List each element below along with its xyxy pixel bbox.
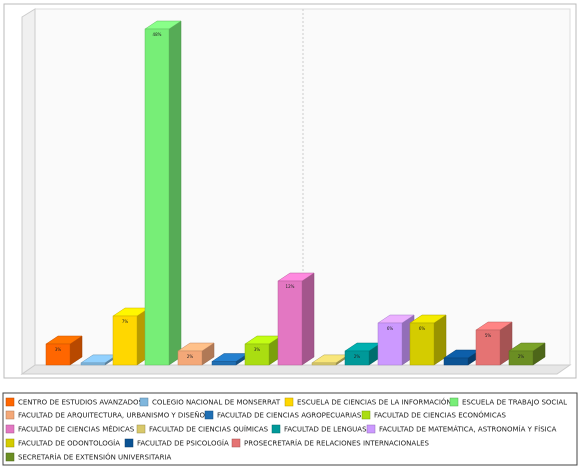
legend-label: FACULTAD DE CIENCIAS ECONÓMICAS — [374, 411, 507, 420]
legend-label: ESCUELA DE TRABAJO SOCIAL — [462, 399, 567, 407]
legend-label: FACULTAD DE CIENCIAS QUÍMICAS — [149, 425, 269, 434]
floor — [20, 364, 572, 375]
bar — [409, 322, 435, 366]
bar — [80, 362, 106, 366]
bar — [475, 329, 501, 366]
bar-side — [301, 272, 315, 366]
legend-swatch — [5, 452, 15, 462]
bar — [211, 361, 237, 366]
bar — [244, 343, 270, 366]
value-label: 7% — [122, 319, 129, 324]
legend-label: FACULTAD DE ARQUITECTURA, URBANISMO Y DI… — [18, 411, 205, 420]
legend-swatch — [5, 438, 15, 448]
legend-swatch — [124, 438, 134, 448]
legend-swatch — [449, 397, 459, 407]
legend-label: SECRETARÍA DE EXTENSIÓN UNIVERSITARIA — [18, 453, 172, 462]
value-label: 3% — [55, 347, 62, 352]
legend-label: PROSECRETARÍA DE RELACIONES INTERNACIONA… — [244, 439, 430, 448]
value-label: 2% — [518, 354, 525, 359]
value-label: 6% — [419, 326, 426, 331]
bar — [443, 357, 469, 366]
legend-swatch — [231, 438, 241, 448]
bar — [311, 362, 337, 366]
legend-swatch — [5, 397, 15, 407]
legend-swatch — [136, 424, 146, 434]
legend-swatch — [361, 410, 371, 420]
side-wall — [21, 8, 36, 375]
legend-swatch — [366, 424, 376, 434]
value-label: 12% — [286, 284, 295, 289]
legend-label: CENTRO DE ESTUDIOS AVANZADOS — [18, 399, 144, 407]
value-label: 5% — [485, 333, 492, 338]
bar — [45, 343, 71, 366]
bar — [112, 315, 138, 366]
bar — [344, 350, 370, 366]
bar — [277, 280, 303, 366]
legend-swatch — [284, 397, 294, 407]
value-label: 48% — [153, 32, 162, 37]
legend-label: FACULTAD DE CIENCIAS AGROPECUARIAS — [217, 412, 362, 420]
legend-label: COLEGIO NACIONAL DE MONSERRAT — [152, 399, 281, 407]
value-label: 6% — [387, 326, 394, 331]
value-label: 3% — [254, 347, 261, 352]
legend-label: FACULTAD DE MATEMÁTICA, ASTRONOMÍA Y FÍS… — [379, 425, 557, 434]
bar-side — [168, 20, 182, 366]
bar — [177, 350, 203, 366]
legend-swatch — [204, 410, 214, 420]
legend-label: FACULTAD DE LENGUAS — [284, 426, 367, 434]
legend-label: ESCUELA DE CIENCIAS DE LA INFORMACIÓN — [297, 398, 452, 407]
value-label: 2% — [354, 354, 361, 359]
legend-label: FACULTAD DE PSICOLOGÍA — [137, 439, 229, 448]
legend-label: FACULTAD DE CIENCIAS MÉDICAS — [18, 425, 135, 434]
bar — [377, 322, 403, 366]
bar — [508, 350, 534, 366]
legend-swatch — [139, 397, 149, 407]
legend-swatch — [5, 410, 15, 420]
legend-swatch — [271, 424, 281, 434]
bar-side — [433, 314, 447, 366]
value-label: 2% — [187, 354, 194, 359]
bar — [144, 28, 170, 366]
legend-label: FACULTAD DE ODONTOLOGÍA — [18, 439, 120, 448]
legend-swatch — [5, 424, 15, 434]
